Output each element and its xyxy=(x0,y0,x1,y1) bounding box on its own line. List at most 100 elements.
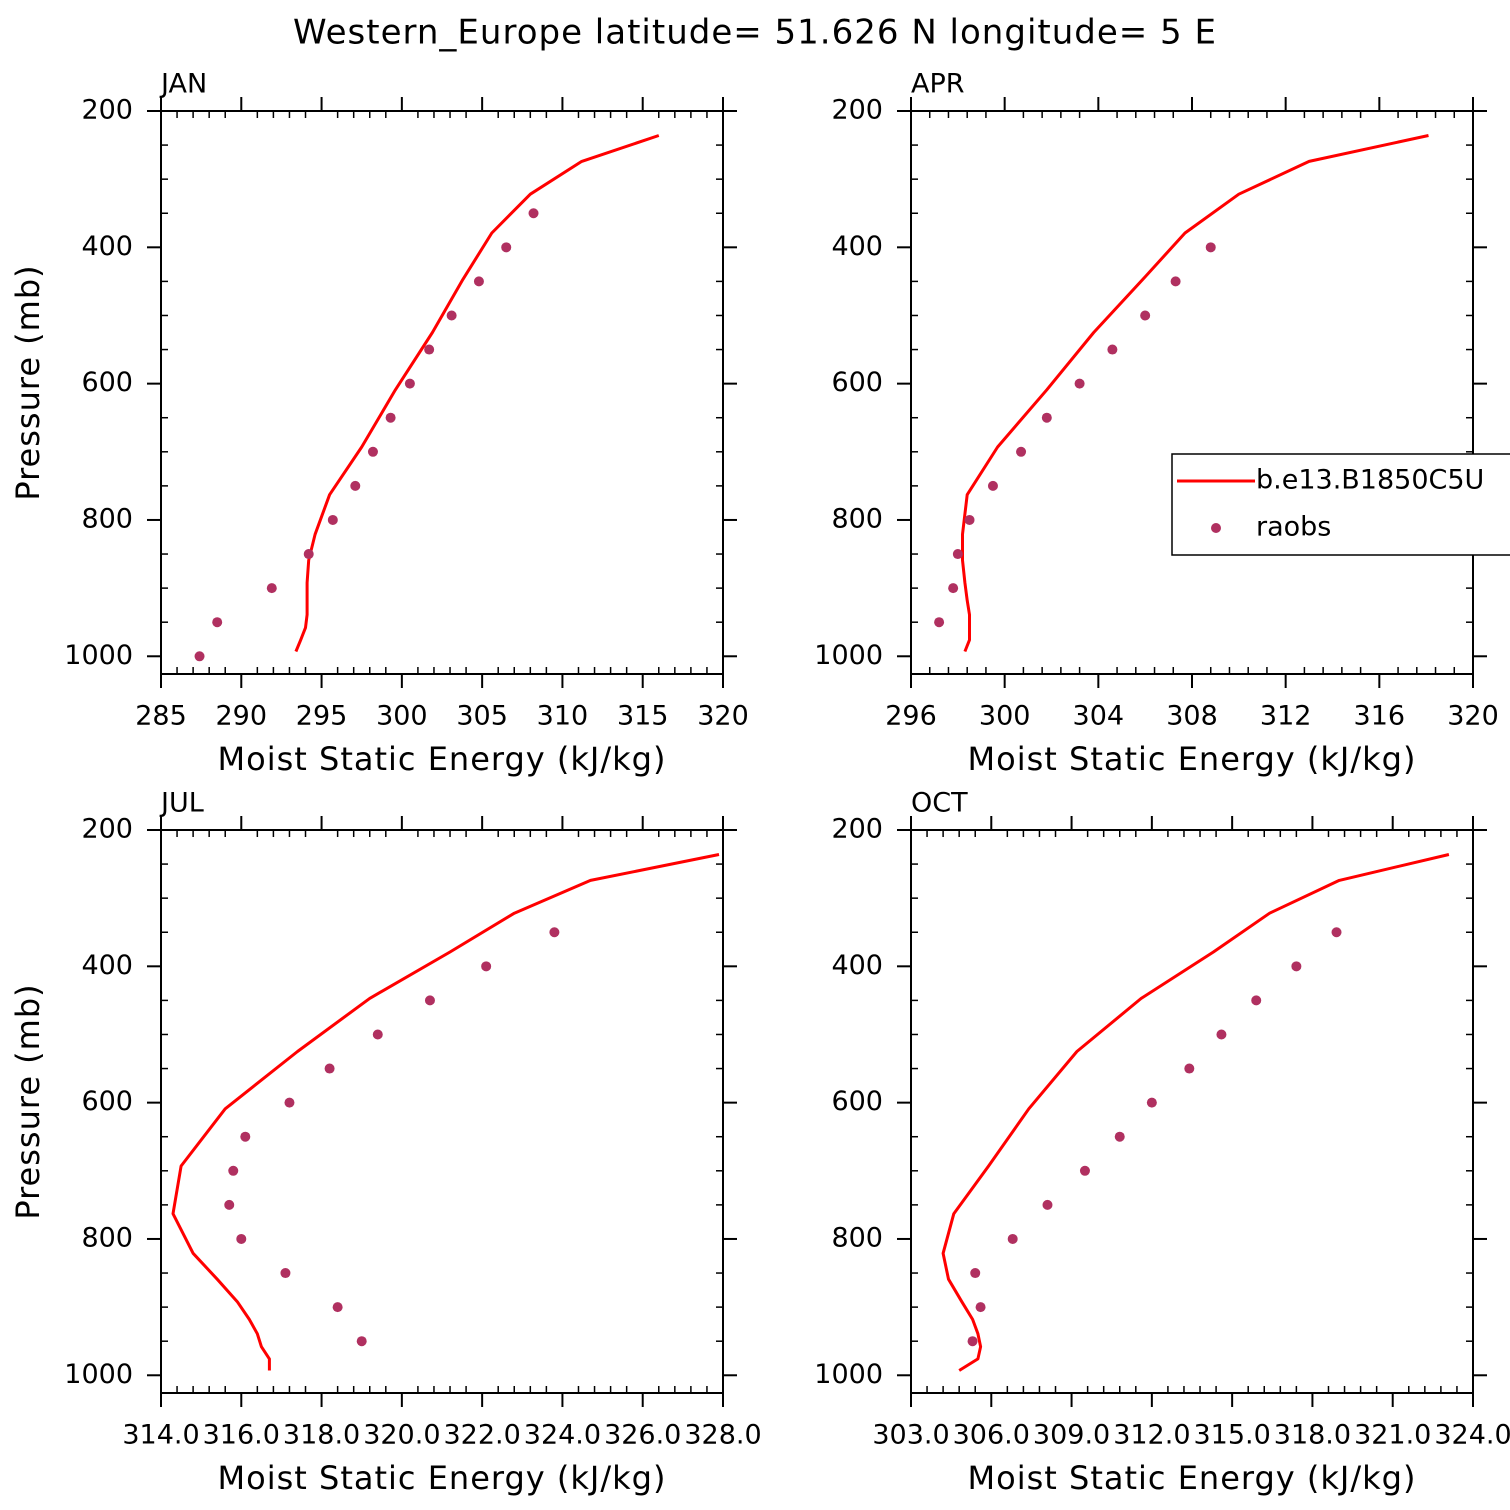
x-tick-label: 295 xyxy=(296,701,348,732)
x-tick-label: 326.0 xyxy=(604,1420,681,1451)
x-tick-label: 328.0 xyxy=(684,1420,761,1451)
y-tick-label: 200 xyxy=(831,95,883,126)
model-line xyxy=(171,853,720,1371)
x-tick-label: 308 xyxy=(1166,701,1218,732)
x-tick-label: 316.0 xyxy=(203,1420,280,1451)
plot-frame xyxy=(160,829,724,1394)
obs-point xyxy=(327,514,338,525)
y-tick-label: 200 xyxy=(81,95,133,126)
legend-label: b.e13.B1850C5U xyxy=(1256,465,1484,496)
obs-point xyxy=(1042,1199,1053,1210)
obs-point xyxy=(324,1063,335,1074)
obs-point xyxy=(975,1302,986,1313)
x-tick-label: 315.0 xyxy=(1193,1420,1270,1451)
y-tick-label: 400 xyxy=(831,950,883,981)
obs-point xyxy=(266,583,277,594)
panel-title: OCT xyxy=(911,788,968,819)
model-line xyxy=(941,853,1450,1372)
obs-point xyxy=(240,1131,251,1142)
obs-point xyxy=(404,378,415,389)
x-tick-label: 300 xyxy=(376,701,428,732)
figure-title: Western_Europe latitude= 51.626 N longit… xyxy=(293,13,1217,53)
obs-point xyxy=(501,242,512,253)
plot-frame xyxy=(910,110,1474,675)
y-tick-label: 800 xyxy=(81,1222,133,1253)
y-tick-label: 600 xyxy=(831,367,883,398)
y-tick-label: 1000 xyxy=(814,640,883,671)
y-tick-label: 1000 xyxy=(64,640,133,671)
plot-frame xyxy=(910,829,1474,1394)
obs-point xyxy=(1291,961,1302,972)
obs-point xyxy=(236,1233,247,1244)
x-tick-label: 310 xyxy=(537,701,589,732)
obs-point xyxy=(446,310,457,321)
x-tick-label: 300 xyxy=(979,701,1031,732)
y-tick-label: 200 xyxy=(831,814,883,845)
y-tick-label: 600 xyxy=(81,1086,133,1117)
obs-point xyxy=(967,1336,978,1347)
y-tick-label: 400 xyxy=(81,231,133,262)
x-tick-label: 312 xyxy=(1260,701,1312,732)
obs-point xyxy=(473,276,484,287)
x-axis-label: Moist Static Energy (kJ/kg) xyxy=(968,1459,1417,1497)
obs-point xyxy=(952,549,963,560)
obs-point xyxy=(1016,446,1027,457)
x-axis-label: Moist Static Energy (kJ/kg) xyxy=(218,740,667,778)
obs-point xyxy=(224,1199,235,1210)
obs-point xyxy=(1074,378,1085,389)
y-tick-label: 800 xyxy=(81,503,133,534)
x-tick-label: 320 xyxy=(697,701,749,732)
obs-point xyxy=(284,1097,295,1108)
legend-box xyxy=(1171,453,1510,556)
y-tick-label: 400 xyxy=(831,231,883,262)
obs-point xyxy=(964,514,975,525)
x-tick-label: 305 xyxy=(456,701,508,732)
panel-title: APR xyxy=(911,69,965,100)
obs-point xyxy=(528,208,539,219)
obs-point xyxy=(212,617,223,628)
obs-point xyxy=(948,583,959,594)
panel-title: JAN xyxy=(159,69,207,100)
obs-point xyxy=(372,1029,383,1040)
x-tick-label: 312.0 xyxy=(1113,1420,1190,1451)
x-tick-label: 306.0 xyxy=(953,1420,1030,1451)
x-tick-label: 321.0 xyxy=(1354,1420,1431,1451)
x-tick-label: 316 xyxy=(1354,701,1406,732)
obs-point xyxy=(367,446,378,457)
obs-point xyxy=(970,1268,981,1279)
obs-point xyxy=(280,1268,291,1279)
y-tick-label: 400 xyxy=(81,950,133,981)
obs-point xyxy=(1205,242,1216,253)
obs-point xyxy=(1146,1097,1157,1108)
x-axis-label: Moist Static Energy (kJ/kg) xyxy=(968,740,1417,778)
obs-point xyxy=(1331,927,1342,938)
y-tick-label: 600 xyxy=(831,1086,883,1117)
obs-point xyxy=(1216,1029,1227,1040)
model-line xyxy=(294,134,660,653)
obs-point xyxy=(1170,276,1181,287)
legend-label: raobs xyxy=(1256,512,1331,543)
obs-point xyxy=(1007,1233,1018,1244)
obs-point xyxy=(987,480,998,491)
y-tick-label: 1000 xyxy=(814,1359,883,1390)
obs-point xyxy=(228,1165,239,1176)
x-tick-label: 322.0 xyxy=(443,1420,520,1451)
obs-point xyxy=(385,412,396,423)
y-tick-label: 1000 xyxy=(64,1359,133,1390)
y-tick-label: 800 xyxy=(831,1222,883,1253)
obs-point xyxy=(481,961,492,972)
x-tick-label: 320.0 xyxy=(363,1420,440,1451)
x-tick-label: 285 xyxy=(135,701,187,732)
obs-point xyxy=(1107,344,1118,355)
y-tick-label: 200 xyxy=(81,814,133,845)
obs-point xyxy=(1079,1165,1090,1176)
x-tick-label: 314.0 xyxy=(122,1420,199,1451)
x-tick-label: 320 xyxy=(1447,701,1499,732)
y-axis-label: Pressure (mb) xyxy=(9,264,47,500)
x-tick-label: 315 xyxy=(617,701,669,732)
y-axis-label: Pressure (mb) xyxy=(9,983,47,1219)
model-line xyxy=(961,134,1429,653)
x-tick-label: 304 xyxy=(1073,701,1125,732)
plot-frame xyxy=(160,110,724,675)
